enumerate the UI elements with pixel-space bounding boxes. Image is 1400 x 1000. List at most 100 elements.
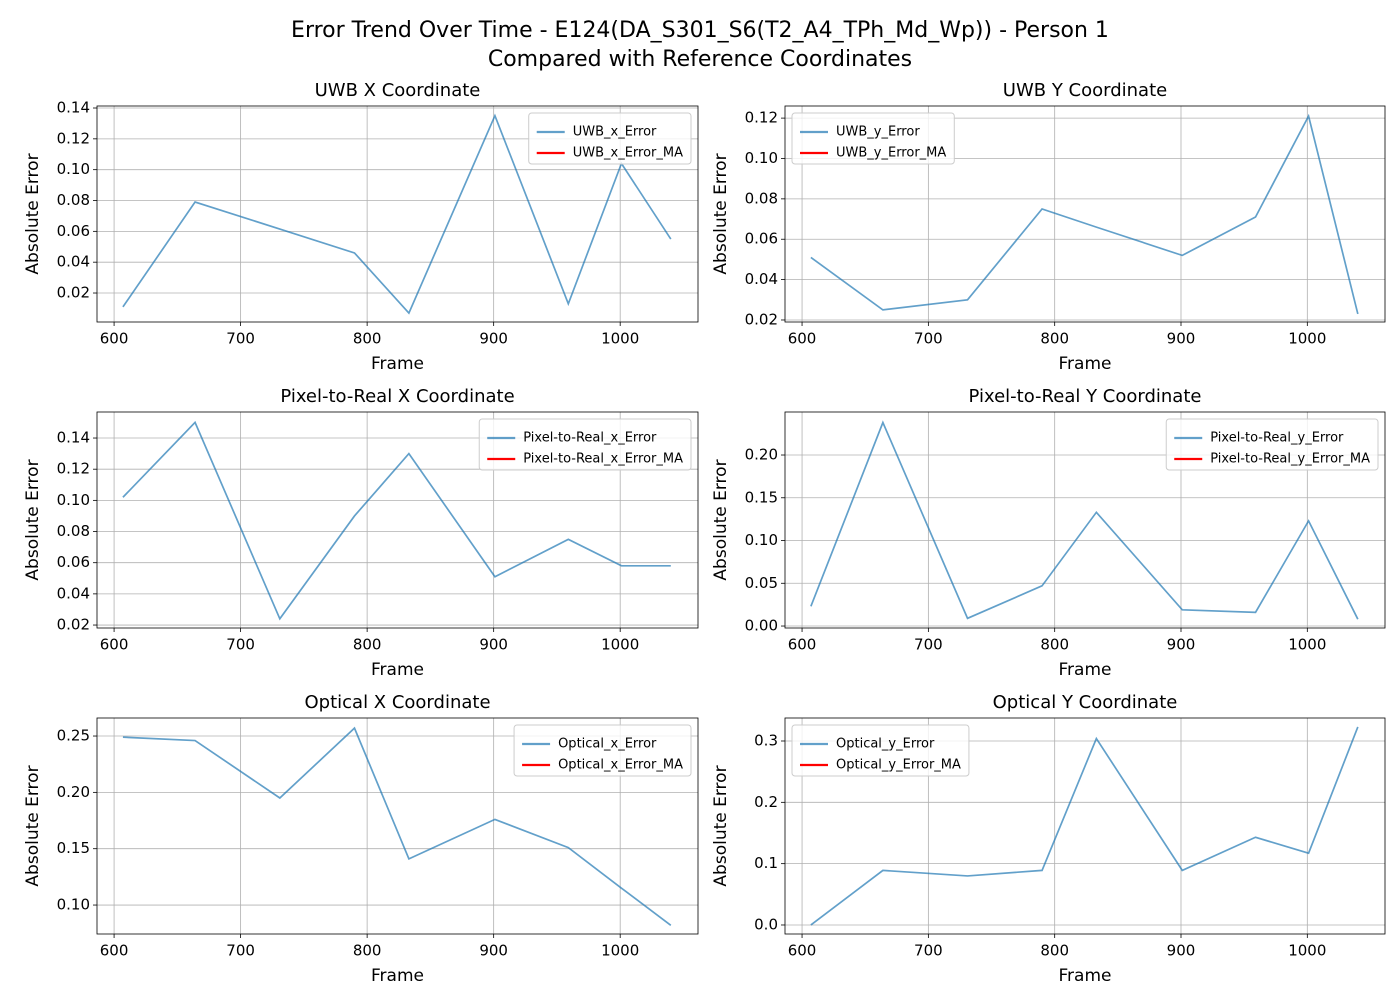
legend: Optical_y_Error Optical_y_Error_MA [791, 724, 970, 777]
x-tick-label: 700 [226, 942, 255, 960]
legend-label: Pixel-to-Real_x_Error_MA [523, 452, 683, 467]
legend: Pixel-to-Real_y_Error Pixel-to-Real_y_Err… [1165, 418, 1379, 471]
line-series [810, 113, 1359, 315]
legend-label: UWB_y_Error_MA [836, 146, 946, 161]
y-tick-label: 0.10 [57, 160, 90, 178]
x-tick-label: 600 [788, 330, 817, 348]
y-tick-label: 0.08 [57, 522, 90, 540]
x-tick-label: 800 [353, 330, 382, 348]
x-axis-label: Frame [1059, 966, 1112, 986]
x-tick-label: 600 [100, 942, 129, 960]
y-tick-label: 0.12 [57, 129, 90, 147]
x-axis-label: Frame [371, 354, 424, 374]
line-series [122, 726, 672, 926]
axes-frame [784, 717, 1386, 935]
y-tick-label: 0.14 [57, 99, 90, 117]
x-tick-label: 800 [353, 636, 382, 654]
x-axis-label: Frame [1059, 354, 1112, 374]
x-tick-label: 900 [1167, 330, 1196, 348]
x-tick-label: 900 [479, 330, 508, 348]
x-tick-label: 700 [226, 330, 255, 348]
y-tick-label: 0.12 [57, 460, 90, 478]
x-axis-label: Frame [1059, 660, 1112, 680]
axes-frame [96, 411, 699, 629]
subplot-title: UWB X Coordinate [315, 80, 481, 101]
y-tick-label: 0.12 [745, 109, 778, 127]
legend-label: Pixel-to-Real_x_Error [523, 431, 657, 446]
legend-label: Pixel-to-Real_y_Error [1210, 431, 1344, 446]
subplot-title: Optical Y Coordinate [993, 692, 1178, 713]
y-tick-label: 0.14 [57, 429, 90, 447]
legend: UWB_x_Error UWB_x_Error_MA [528, 112, 692, 165]
x-tick-label: 700 [914, 330, 943, 348]
subplot-title: Optical X Coordinate [304, 692, 490, 713]
y-tick-label: 0.06 [745, 230, 778, 248]
y-axis-label: Absolute Error [711, 765, 731, 886]
x-tick-label: 700 [914, 942, 943, 960]
subplot-title: UWB Y Coordinate [1003, 80, 1167, 101]
legend-label: Pixel-to-Real_y_Error_MA [1210, 452, 1370, 467]
y-tick-label: 0.15 [57, 839, 90, 857]
legend-box [791, 724, 970, 777]
subplot: UWB X Coordinate Frame Absolute Error 600 70… [23, 80, 699, 374]
legend-box [513, 724, 692, 777]
y-tick-label: 0.3 [754, 731, 778, 749]
y-tick-label: 0.02 [57, 284, 90, 302]
legend-label: Optical_x_Error [558, 737, 657, 752]
x-tick-label: 800 [1040, 942, 1069, 960]
y-tick-label: 0.02 [745, 310, 778, 328]
y-tick-label: 0.1 [754, 854, 778, 872]
legend-label: UWB_y_Error [836, 125, 920, 140]
x-tick-label: 700 [226, 636, 255, 654]
legend-box [528, 112, 692, 165]
legend-box [478, 418, 692, 471]
y-axis-label: Absolute Error [711, 459, 731, 580]
x-tick-label: 800 [1040, 330, 1069, 348]
y-tick-label: 0.20 [57, 783, 90, 801]
legend-label: UWB_x_Error [573, 125, 657, 140]
x-tick-label: 600 [788, 636, 817, 654]
subplot: Optical Y Coordinate Frame Absolute Error 6… [711, 692, 1386, 986]
line-series [122, 113, 672, 315]
legend-box [1165, 418, 1379, 471]
x-tick-label: 1000 [1288, 942, 1326, 960]
y-axis-label: Absolute Error [23, 153, 43, 274]
x-tick-label: 1000 [601, 330, 639, 348]
x-axis-label: Frame [371, 660, 424, 680]
y-tick-label: 0.08 [57, 191, 90, 209]
line-series [810, 726, 1359, 926]
legend: UWB_y_Error UWB_y_Error_MA [791, 112, 955, 165]
y-axis-label: Absolute Error [711, 153, 731, 274]
legend-label: Optical_y_Error [836, 737, 935, 752]
axes-frame [784, 411, 1386, 629]
y-tick-label: 0.10 [57, 491, 90, 509]
x-tick-label: 900 [479, 942, 508, 960]
subplot-title: Pixel-to-Real X Coordinate [280, 386, 514, 407]
subplot: Optical X Coordinate Frame Absolute Error 6… [23, 692, 699, 986]
y-tick-label: 0.08 [745, 189, 778, 207]
line-series [810, 420, 1359, 620]
x-tick-label: 800 [353, 942, 382, 960]
x-tick-label: 1000 [1288, 636, 1326, 654]
y-tick-label: 0.00 [745, 617, 778, 635]
figure-title: Error Trend Over Time - E124(DA_S301_S6(… [291, 18, 1109, 43]
y-tick-label: 0.15 [745, 488, 778, 506]
line-series [122, 420, 671, 621]
legend-label: Optical_x_Error_MA [558, 758, 683, 773]
y-tick-label: 0.20 [745, 446, 778, 464]
x-tick-label: 600 [788, 942, 817, 960]
y-axis-label: Absolute Error [23, 765, 43, 886]
y-tick-label: 0.04 [57, 253, 90, 271]
subplot: UWB Y Coordinate Frame Absolute Error 600 70… [711, 80, 1386, 374]
x-tick-label: 1000 [1288, 330, 1326, 348]
figure-subtitle: Compared with Reference Coordinates [488, 47, 912, 72]
legend: Pixel-to-Real_x_Error Pixel-to-Real_x_Err… [478, 418, 692, 471]
x-tick-label: 900 [479, 636, 508, 654]
x-tick-label: 800 [1040, 636, 1069, 654]
axes-frame [96, 105, 699, 323]
y-tick-label: 0.02 [57, 616, 90, 634]
x-tick-label: 1000 [601, 636, 639, 654]
y-tick-label: 0.10 [57, 896, 90, 914]
y-tick-label: 0.06 [57, 222, 90, 240]
